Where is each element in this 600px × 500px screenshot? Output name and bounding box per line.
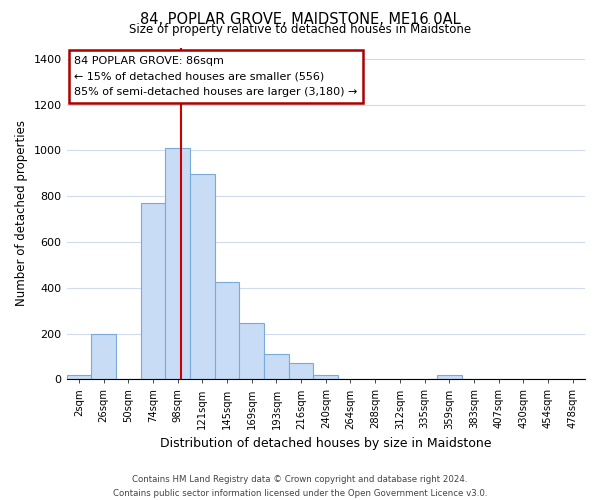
Text: 84 POPLAR GROVE: 86sqm
← 15% of detached houses are smaller (556)
85% of semi-de: 84 POPLAR GROVE: 86sqm ← 15% of detached… xyxy=(74,56,358,97)
Bar xyxy=(239,323,264,380)
Bar xyxy=(289,363,313,380)
Bar xyxy=(215,282,239,380)
Bar xyxy=(165,148,190,380)
X-axis label: Distribution of detached houses by size in Maidstone: Distribution of detached houses by size … xyxy=(160,437,491,450)
Bar xyxy=(264,354,289,380)
Text: 84, POPLAR GROVE, MAIDSTONE, ME16 0AL: 84, POPLAR GROVE, MAIDSTONE, ME16 0AL xyxy=(140,12,460,28)
Bar xyxy=(313,374,338,380)
Text: Contains HM Land Registry data © Crown copyright and database right 2024.
Contai: Contains HM Land Registry data © Crown c… xyxy=(113,476,487,498)
Bar xyxy=(140,203,165,380)
Bar xyxy=(67,374,91,380)
Bar xyxy=(437,374,461,380)
Bar xyxy=(91,334,116,380)
Bar xyxy=(190,174,215,380)
Y-axis label: Number of detached properties: Number of detached properties xyxy=(15,120,28,306)
Text: Size of property relative to detached houses in Maidstone: Size of property relative to detached ho… xyxy=(129,22,471,36)
